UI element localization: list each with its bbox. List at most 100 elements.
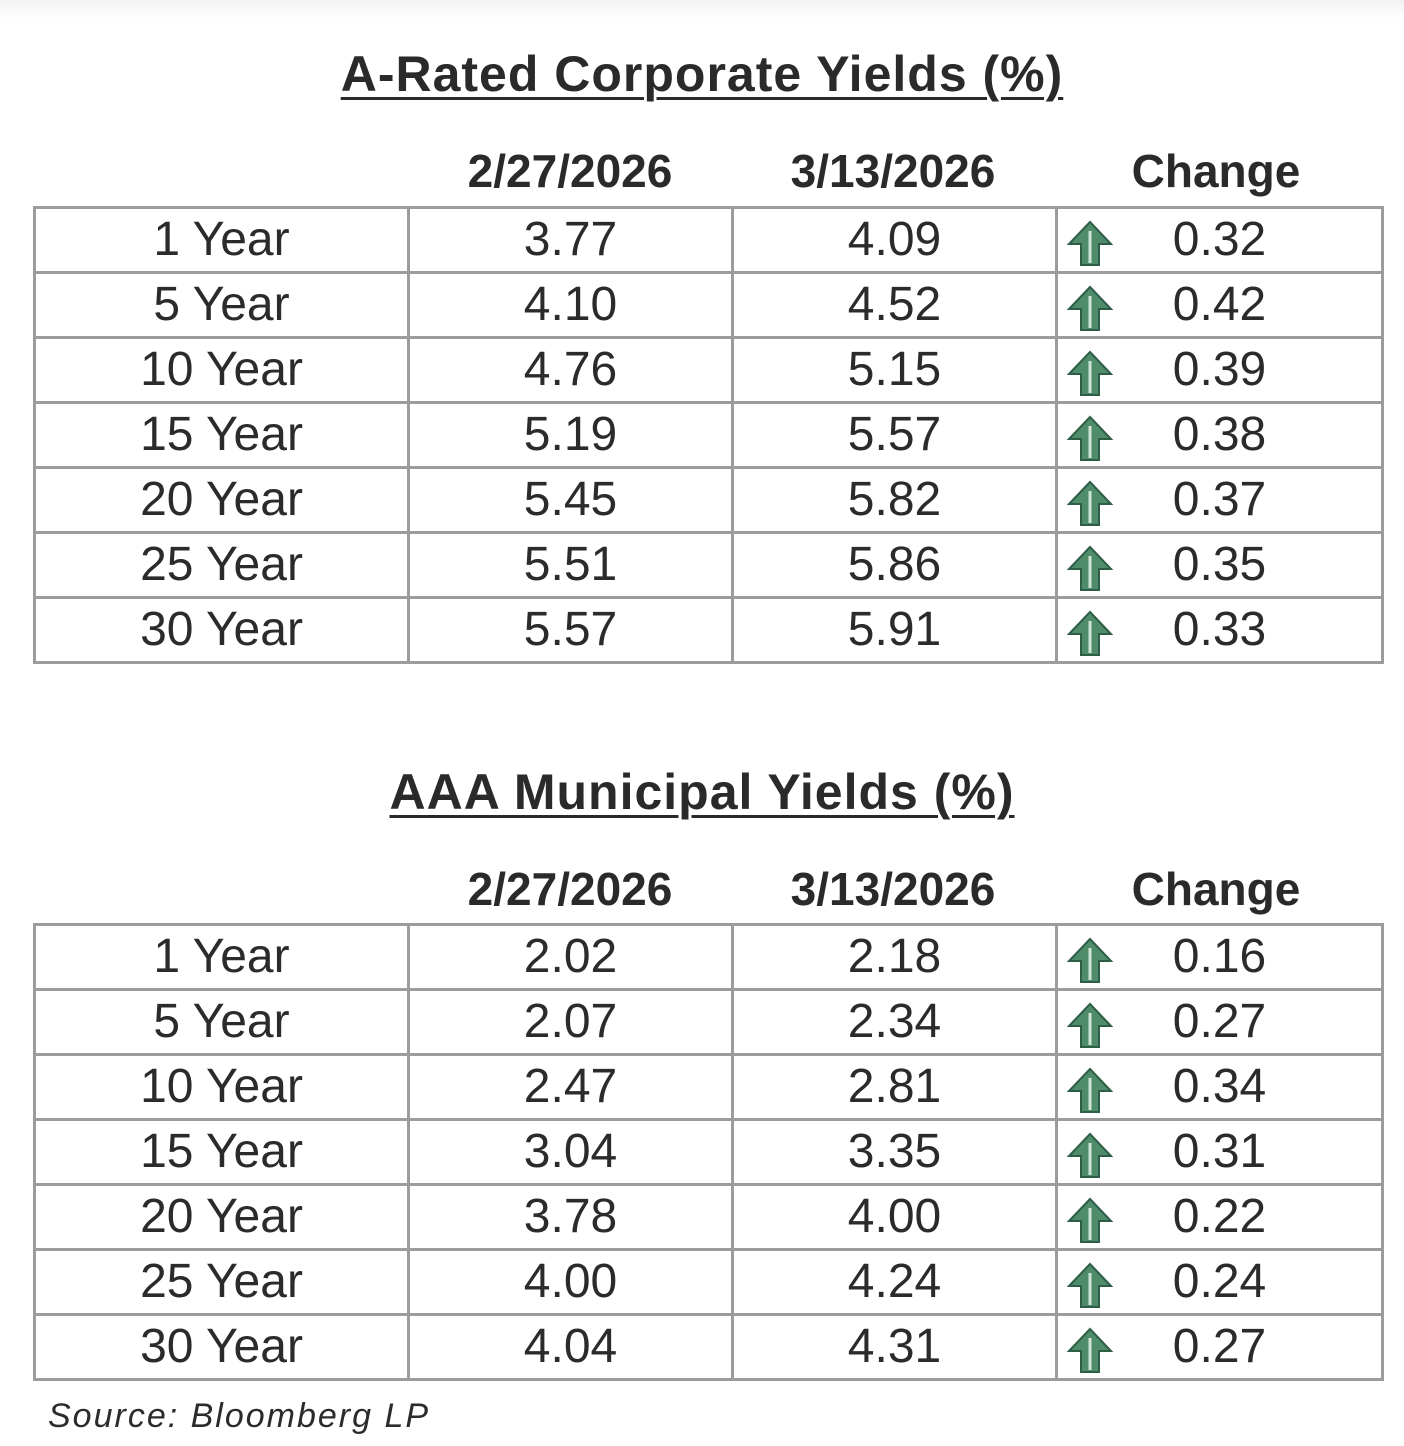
source-note: Source: Bloomberg LP xyxy=(48,1397,431,1435)
up-arrow-icon xyxy=(1066,415,1114,461)
prev-yield-cell: 3.04 xyxy=(407,1118,734,1186)
municipal-title: AAA Municipal Yields (%) xyxy=(0,762,1404,822)
term-cell: 5 Year xyxy=(33,271,410,339)
municipal-header-curr: 3/13/2026 xyxy=(790,863,996,915)
term-cell: 10 Year xyxy=(33,1053,410,1121)
curr-yield-cell: 4.09 xyxy=(731,206,1058,274)
change-value: 0.27 xyxy=(1172,1320,1267,1373)
table-row: 20 Year 5.45 5.82 0.37 xyxy=(33,466,1384,534)
term-cell: 1 Year xyxy=(33,923,410,991)
change-value: 0.24 xyxy=(1172,1255,1267,1308)
change-value: 0.37 xyxy=(1172,473,1267,526)
curr-yield-cell: 4.52 xyxy=(731,271,1058,339)
prev-yield-cell: 5.45 xyxy=(407,466,734,534)
curr-yield-cell: 2.18 xyxy=(731,923,1058,991)
term-cell: 5 Year xyxy=(33,988,410,1056)
change-value: 0.38 xyxy=(1172,408,1267,461)
municipal-title-text: AAA Municipal Yields (%) xyxy=(389,764,1015,820)
prev-yield-cell: 3.77 xyxy=(407,206,734,274)
up-arrow-icon xyxy=(1066,1327,1114,1373)
term-cell: 25 Year xyxy=(33,1248,410,1316)
up-arrow-icon xyxy=(1066,1132,1114,1178)
term-cell: 15 Year xyxy=(33,1118,410,1186)
prev-yield-cell: 3.78 xyxy=(407,1183,734,1251)
prev-yield-cell: 4.04 xyxy=(407,1313,734,1381)
prev-yield-cell: 4.76 xyxy=(407,336,734,404)
term-cell: 15 Year xyxy=(33,401,410,469)
term-cell: 30 Year xyxy=(33,596,410,664)
prev-yield-cell: 5.57 xyxy=(407,596,734,664)
table-row: 20 Year 3.78 4.00 0.22 xyxy=(33,1183,1384,1251)
change-cell: 0.35 xyxy=(1055,531,1384,599)
change-value: 0.42 xyxy=(1172,278,1267,331)
term-cell: 10 Year xyxy=(33,336,410,404)
change-cell: 0.34 xyxy=(1055,1053,1384,1121)
table-row: 1 Year 2.02 2.18 0.16 xyxy=(33,923,1384,991)
top-shade xyxy=(0,0,1404,20)
corporate-header-curr: 3/13/2026 xyxy=(790,145,996,197)
up-arrow-icon xyxy=(1066,937,1114,983)
change-value: 0.35 xyxy=(1172,538,1267,591)
prev-yield-cell: 2.47 xyxy=(407,1053,734,1121)
table-row: 25 Year 4.00 4.24 0.24 xyxy=(33,1248,1384,1316)
curr-yield-cell: 2.34 xyxy=(731,988,1058,1056)
curr-yield-cell: 4.00 xyxy=(731,1183,1058,1251)
table-row: 5 Year 2.07 2.34 0.27 xyxy=(33,988,1384,1056)
term-cell: 20 Year xyxy=(33,466,410,534)
curr-yield-cell: 5.82 xyxy=(731,466,1058,534)
change-cell: 0.42 xyxy=(1055,271,1384,339)
prev-yield-cell: 4.00 xyxy=(407,1248,734,1316)
up-arrow-icon xyxy=(1066,1262,1114,1308)
table-row: 10 Year 2.47 2.81 0.34 xyxy=(33,1053,1384,1121)
municipal-header-change: Change xyxy=(1131,863,1301,915)
change-value: 0.39 xyxy=(1172,343,1267,396)
change-cell: 0.27 xyxy=(1055,988,1384,1056)
curr-yield-cell: 5.15 xyxy=(731,336,1058,404)
curr-yield-cell: 5.57 xyxy=(731,401,1058,469)
up-arrow-icon xyxy=(1066,545,1114,591)
change-cell: 0.32 xyxy=(1055,206,1384,274)
change-cell: 0.27 xyxy=(1055,1313,1384,1381)
up-arrow-icon xyxy=(1066,480,1114,526)
table-row: 1 Year 3.77 4.09 0.32 xyxy=(33,206,1384,274)
up-arrow-icon xyxy=(1066,350,1114,396)
municipal-table: 1 Year 2.02 2.18 0.16 5 Year 2.07 2.34 0.27 10 Y… xyxy=(33,923,1384,1381)
corporate-header-change: Change xyxy=(1131,145,1301,197)
change-cell: 0.38 xyxy=(1055,401,1384,469)
prev-yield-cell: 5.19 xyxy=(407,401,734,469)
up-arrow-icon xyxy=(1066,220,1114,266)
change-cell: 0.39 xyxy=(1055,336,1384,404)
up-arrow-icon xyxy=(1066,1197,1114,1243)
up-arrow-icon xyxy=(1066,1002,1114,1048)
up-arrow-icon xyxy=(1066,285,1114,331)
curr-yield-cell: 5.91 xyxy=(731,596,1058,664)
change-value: 0.32 xyxy=(1172,213,1267,266)
curr-yield-cell: 5.86 xyxy=(731,531,1058,599)
curr-yield-cell: 3.35 xyxy=(731,1118,1058,1186)
table-row: 15 Year 3.04 3.35 0.31 xyxy=(33,1118,1384,1186)
change-value: 0.22 xyxy=(1172,1190,1267,1243)
municipal-header-prev: 2/27/2026 xyxy=(467,863,673,915)
term-cell: 1 Year xyxy=(33,206,410,274)
prev-yield-cell: 5.51 xyxy=(407,531,734,599)
change-value: 0.33 xyxy=(1172,603,1267,656)
prev-yield-cell: 2.07 xyxy=(407,988,734,1056)
table-row: 30 Year 4.04 4.31 0.27 xyxy=(33,1313,1384,1381)
table-row: 10 Year 4.76 5.15 0.39 xyxy=(33,336,1384,404)
change-value: 0.31 xyxy=(1172,1125,1267,1178)
corporate-title-text: A-Rated Corporate Yields (%) xyxy=(340,46,1064,102)
up-arrow-icon xyxy=(1066,610,1114,656)
term-cell: 20 Year xyxy=(33,1183,410,1251)
change-cell: 0.33 xyxy=(1055,596,1384,664)
up-arrow-icon xyxy=(1066,1067,1114,1113)
term-cell: 25 Year xyxy=(33,531,410,599)
change-cell: 0.31 xyxy=(1055,1118,1384,1186)
change-cell: 0.22 xyxy=(1055,1183,1384,1251)
curr-yield-cell: 4.24 xyxy=(731,1248,1058,1316)
corporate-table: 1 Year 3.77 4.09 0.32 5 Year 4.10 4.52 0.42 10 Y… xyxy=(33,206,1384,664)
change-cell: 0.16 xyxy=(1055,923,1384,991)
table-row: 30 Year 5.57 5.91 0.33 xyxy=(33,596,1384,664)
corporate-header-prev: 2/27/2026 xyxy=(467,145,673,197)
corporate-title: A-Rated Corporate Yields (%) xyxy=(0,44,1404,104)
curr-yield-cell: 4.31 xyxy=(731,1313,1058,1381)
